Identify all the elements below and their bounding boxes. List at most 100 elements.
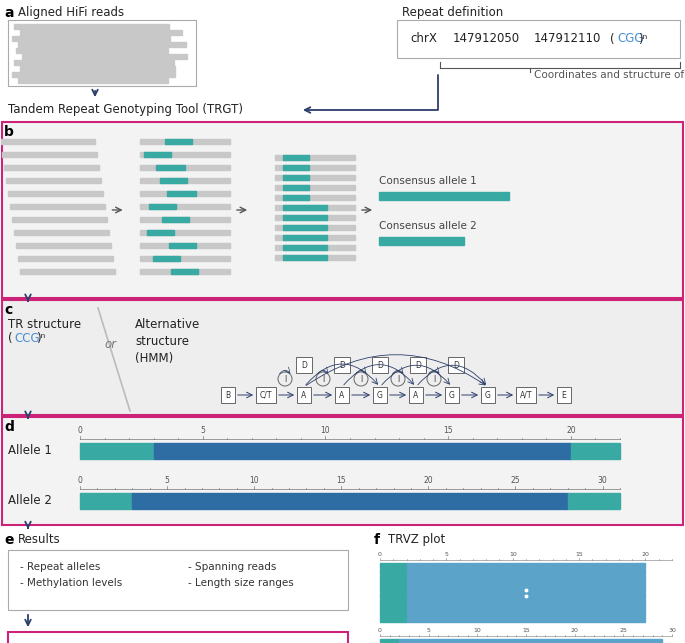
Bar [18,78,168,82]
Bar [297,387,311,403]
Bar [406,611,645,616]
Bar [167,190,196,195]
Bar [406,605,645,610]
Text: G: G [449,390,455,399]
Text: Alternative
structure
(HMM): Alternative structure (HMM) [135,318,200,365]
Bar [406,617,645,622]
Bar [380,563,406,568]
Text: Coordinates and structure of the repeat region: Coordinates and structure of the repeat … [534,70,685,80]
Bar [372,357,388,373]
Bar [153,443,571,459]
Bar [153,255,181,260]
Text: C/T: C/T [260,390,272,399]
Bar [8,550,348,610]
Text: 30: 30 [668,628,676,633]
Text: chrX: chrX [410,33,437,46]
Bar [132,493,568,509]
Text: B: B [225,390,231,399]
Text: 15: 15 [522,628,530,633]
Bar [275,195,355,200]
Bar [275,245,355,250]
Bar [1,138,95,143]
Text: 25: 25 [619,628,627,633]
Bar [283,205,327,210]
Text: Tandem Repeat Genotyping Tool (TRGT): Tandem Repeat Genotyping Tool (TRGT) [8,103,243,116]
Text: 5: 5 [164,476,169,485]
Bar [140,165,230,170]
Text: G: G [485,390,491,399]
Text: Allele 2: Allele 2 [8,494,52,507]
Text: d: d [4,420,14,434]
Text: I: I [284,374,286,383]
Bar [397,20,680,58]
Bar [275,175,355,180]
Bar [406,599,645,604]
Text: A: A [413,390,419,399]
Bar [380,617,406,622]
Text: 15: 15 [336,476,346,485]
Bar [275,235,355,240]
Text: 10: 10 [509,552,516,557]
Bar [373,387,387,403]
Bar [156,165,185,170]
Bar [140,230,230,235]
Bar [406,587,645,592]
Bar [335,387,349,403]
Text: (: ( [610,33,614,46]
Text: b: b [4,125,14,139]
Text: D: D [453,361,459,370]
Text: 15: 15 [443,426,453,435]
Bar [410,357,426,373]
Bar [2,122,683,298]
Bar [481,387,495,403]
Bar [283,195,309,200]
Bar [22,54,187,59]
Text: 10: 10 [473,628,481,633]
Text: D: D [377,361,383,370]
Text: CCG: CCG [14,332,40,345]
Bar [12,217,108,221]
Bar [283,215,327,220]
Text: 20: 20 [566,426,575,435]
Bar [140,138,230,143]
Bar [380,581,406,586]
Bar [8,190,103,195]
Bar [80,443,153,459]
Bar [171,269,199,273]
Text: TRVZ plot: TRVZ plot [388,533,445,546]
Text: I: I [433,374,435,383]
Text: Results: Results [18,533,61,546]
Text: 0: 0 [77,476,82,485]
Bar [162,217,190,221]
Bar [380,575,406,580]
Bar [283,155,309,160]
Bar [147,230,174,235]
Text: 5: 5 [427,628,431,633]
Bar [145,152,171,156]
Bar [448,357,464,373]
Bar [275,255,355,260]
Bar [12,72,175,77]
Bar [140,177,230,183]
Bar [406,581,645,586]
Bar [3,152,97,156]
Bar [149,203,176,208]
Bar [10,203,105,208]
Bar [169,242,196,248]
Text: 15: 15 [575,552,583,557]
Text: A/T: A/T [520,390,532,399]
Text: 147912050: 147912050 [453,33,520,46]
Bar [406,563,645,568]
Bar [256,387,276,403]
Text: - Spanning reads: - Spanning reads [188,562,276,572]
Text: Allele 1: Allele 1 [8,444,52,458]
Bar [296,357,312,373]
Bar [140,152,230,156]
Bar [380,593,406,598]
Text: 25: 25 [511,476,521,485]
Bar [283,165,309,170]
Bar [380,599,406,604]
Bar [283,185,309,190]
Bar [406,593,645,598]
Bar [399,639,662,643]
